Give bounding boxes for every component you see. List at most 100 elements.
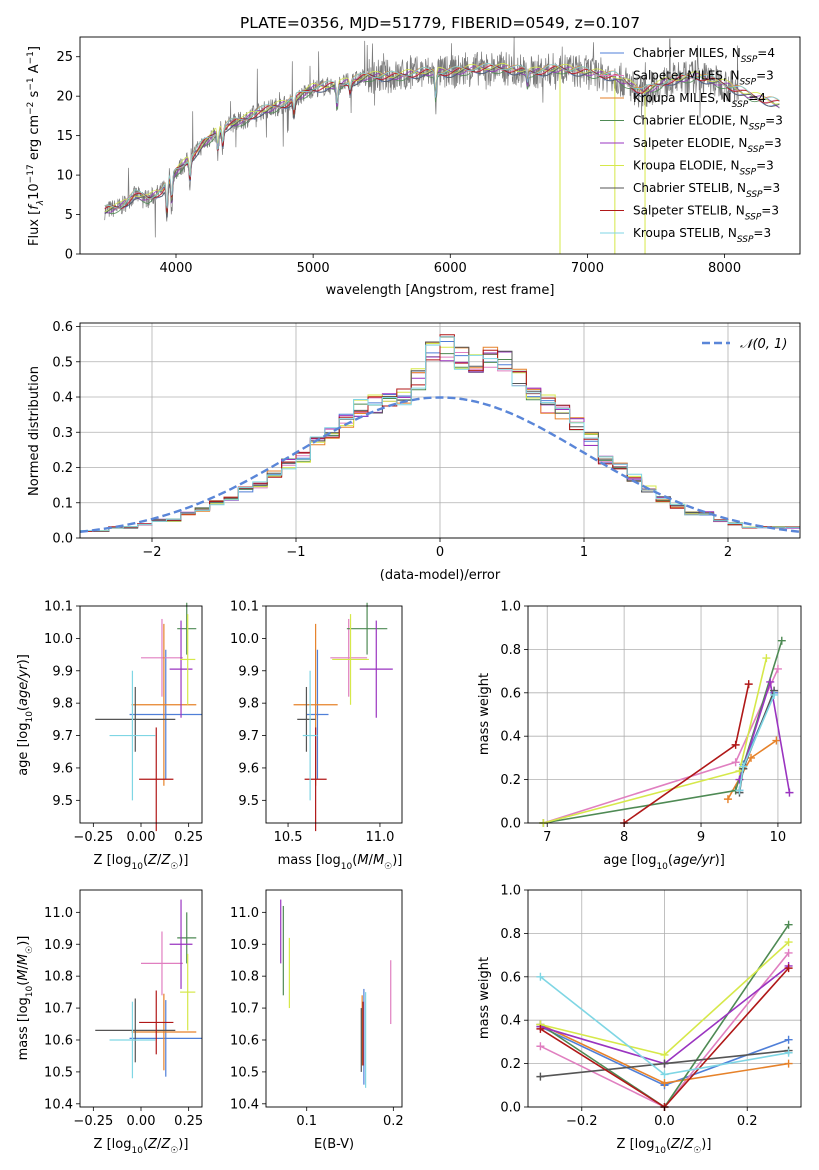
x-tick-label: 0 [436,545,444,560]
y-tick-label: 1.0 [500,884,521,899]
y-tick-label: 0.6 [52,320,73,335]
y-axis-label: age [log10(age/yr)] [16,654,35,776]
plus-marker [660,1059,669,1068]
x-tick-label: 2 [724,545,732,560]
x-axis-label: Z [log10(Z/Z☉)] [94,1137,189,1156]
plus-marker [731,740,740,749]
plus-marker [784,964,793,973]
x-tick-label: 10 [770,830,787,845]
plus-marker [762,654,771,663]
legend-label: Salpeter MILES, NSSP=3 [633,69,774,88]
y-tick-label: 5 [65,208,73,223]
legend: Chabrier MILES, NSSP=4 Salpeter MILES, NS… [600,46,783,245]
y-tick-label: 0.8 [500,927,521,942]
x-tick-label: 8000 [708,261,741,276]
age-vs-mass-frame: 10.5 11.0 9.5 9.6 9.7 9.8 9.9 10.0 10.1 mass [log… [230,600,403,872]
y-axis-label: mass [log10(M/M☉)] [16,936,35,1061]
age-vs-Z-frame: −0.25 0.00 0.25 9.5 9.6 9.7 9.8 9.9 10.0 10.1 Z [l… [16,600,203,873]
y-tick-label: 10.7 [44,1002,73,1017]
age-vs-Z-plot [95,602,202,832]
mass-vs-ebv-plot [280,899,392,1088]
y-tick-label: 10 [56,169,73,184]
plus-marker [784,920,793,929]
x-tick-label: 0.1 [296,1114,317,1129]
y-tick-label: 0.4 [500,1014,521,1029]
y-tick-label: 9.9 [52,664,73,679]
y-tick-label: 10.1 [230,600,259,615]
plus-marker [785,788,794,797]
weight-vs-age-frame: 7 8 9 10 0.0 0.2 0.4 0.6 0.8 1.0 age [log10(age/yr… [477,600,802,872]
x-tick-label: 9 [697,830,705,845]
y-tick-label: 0.3 [52,426,73,441]
y-tick-label: 0.6 [500,686,521,701]
y-tick-label: 0.5 [52,355,73,370]
legend-label: Salpeter ELODIE, NSSP=3 [633,136,782,155]
x-tick-label: 1 [580,545,588,560]
y-tick-label: 9.6 [238,761,259,776]
y-tick-label: 25 [56,50,73,65]
plus-marker [536,1072,545,1081]
y-tick-label: 10.6 [230,1033,259,1048]
plus-marker [773,664,782,673]
plus-marker [744,680,753,689]
x-tick-label: −1 [286,545,305,560]
y-tick-label: 10.7 [230,1002,259,1017]
legend-label: Chabrier ELODIE, NSSP=3 [633,114,783,133]
x-tick-label: 5000 [297,261,330,276]
y-tick-label: 10.5 [44,1065,73,1080]
y-tick-label: 10.0 [230,632,259,647]
y-tick-label: 10.6 [44,1033,73,1048]
y-axis-label: Normed distribution [27,366,42,496]
x-tick-label: 8 [620,830,628,845]
x-tick-label: 0.2 [737,1114,758,1129]
plus-marker [660,1050,669,1059]
y-tick-label: 9.5 [52,794,73,809]
x-axis-label: wavelength [Angstrom, rest frame] [326,283,555,298]
mass-vs-Z-plot [95,899,202,1079]
y-tick-label: 0.0 [52,532,73,547]
y-tick-label: 10.5 [230,1065,259,1080]
y-tick-label: 0.0 [500,817,521,832]
x-tick-label: 0.00 [127,1114,156,1129]
plus-marker [784,1059,793,1068]
axes-frame [265,605,403,824]
y-tick-label: 0.2 [52,461,73,476]
x-tick-label: 7 [543,830,551,845]
y-tick-label: 9.8 [238,697,259,712]
y-tick-label: 0.4 [52,391,73,406]
y-axis-label: mass weight [477,673,492,755]
x-axis-label: E(B-V) [314,1137,354,1152]
x-axis-label: Z [log10(Z/Z☉)] [617,1137,712,1156]
y-tick-label: 9.7 [52,729,73,744]
legend-label: Kroupa STELIB, NSSP=3 [633,226,771,245]
y-axis-label: Flux [fλ10−17 erg cm−2 s−1 A−1] [26,46,46,246]
x-axis-label: (data-model)/error [380,568,501,583]
y-tick-label: 11.0 [44,906,73,921]
x-axis-label: mass [log10(M/M☉)] [278,853,403,872]
y-tick-label: 0.2 [500,773,521,788]
plus-marker [777,636,786,645]
weight-line [623,683,750,824]
legend-label: Chabrier STELIB, NSSP=3 [633,181,780,200]
plus-marker [536,972,545,981]
plus-marker [784,938,793,947]
y-tick-label: 10.9 [230,938,259,953]
plus-marker [731,758,740,767]
plus-marker [660,1079,669,1088]
histogram-step [80,336,800,532]
mass-vs-Z-frame: −0.25 0.00 0.25 10.4 10.5 10.6 10.7 10.8 10.9 11.… [16,889,203,1156]
weight-vs-Z-plot [536,920,793,1111]
legend-label: Kroupa ELODIE, NSSP=3 [633,159,774,178]
x-axis-label: age [log10(age/yr)] [603,853,725,872]
x-tick-label: −0.2 [566,1114,598,1129]
x-tick-label: −0.25 [73,830,113,845]
y-tick-label: 0.1 [52,496,73,511]
y-tick-label: 10.4 [230,1097,259,1112]
y-tick-label: 9.8 [52,697,73,712]
y-tick-label: 11.0 [230,906,259,921]
y-tick-label: 0.4 [500,730,521,745]
weight-line [543,668,779,824]
x-tick-label: 0.25 [174,1114,203,1129]
plus-marker [770,690,779,699]
plus-marker [784,1048,793,1057]
